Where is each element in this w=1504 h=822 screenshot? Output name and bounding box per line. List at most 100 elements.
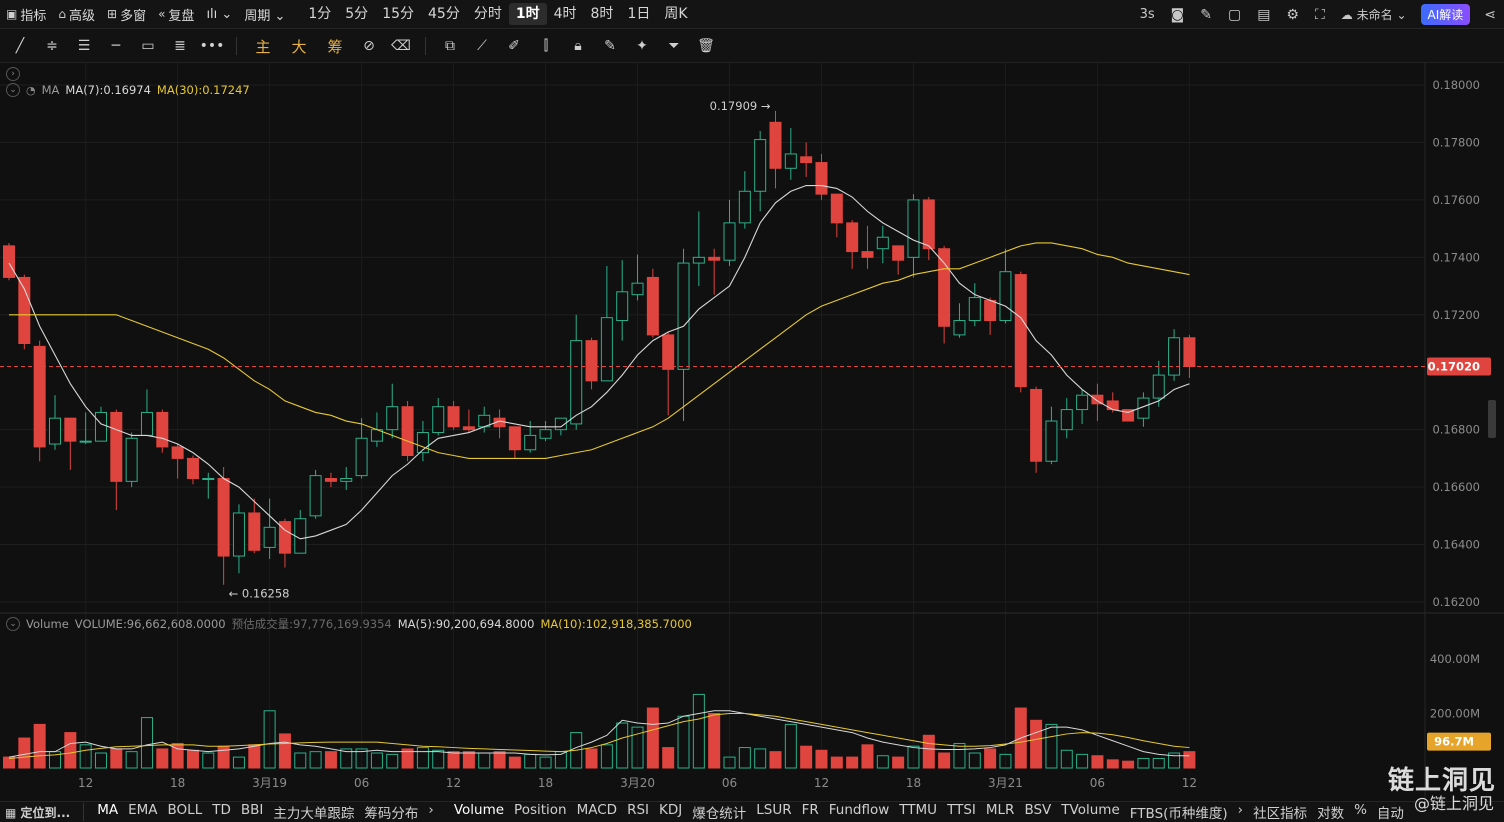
note-icon[interactable]: ✎ — [604, 38, 616, 54]
candle-body — [754, 139, 767, 192]
indicator-item[interactable]: 对数 — [1317, 806, 1345, 822]
indicator-item[interactable]: BOLL — [167, 802, 203, 818]
collapse-icon[interactable]: ⌄ — [6, 83, 20, 97]
indicator-item[interactable]: Fundflow — [828, 802, 890, 818]
indicator-item[interactable]: FR — [801, 802, 819, 818]
advanced-button[interactable]: ⌂ 高级 — [58, 7, 95, 24]
horizontal-line-icon[interactable]: ─ — [111, 38, 121, 54]
scroll-handle — [1488, 400, 1496, 438]
indicator-item[interactable]: TD — [212, 802, 231, 818]
lock-icon[interactable]: 🔒︎ — [574, 38, 582, 54]
volume-bar — [309, 751, 322, 769]
indicator-item[interactable]: MLR — [985, 802, 1015, 818]
big-order-tool[interactable]: 大 — [291, 37, 307, 56]
indicator-item[interactable]: 筹码分布 — [364, 806, 419, 822]
period-45m[interactable]: 45分 — [428, 6, 460, 22]
bell-icon[interactable]: ◔ — [26, 83, 36, 97]
indicator-item[interactable]: TVolume — [1061, 802, 1120, 818]
indicator-item[interactable]: BBI — [240, 802, 264, 818]
copy-icon[interactable]: ⧉ — [445, 38, 455, 54]
volume-bar — [692, 693, 705, 769]
trash-icon[interactable]: 🗑︎ — [697, 38, 715, 54]
volume-bar — [815, 749, 828, 769]
pencil-icon[interactable]: ✎ — [1200, 6, 1212, 23]
indicator-icon: ▣ — [6, 7, 18, 21]
replay-button[interactable]: « 复盘 — [158, 7, 195, 24]
layout-icon[interactable]: ▢ — [1227, 6, 1242, 23]
volume-bar — [539, 756, 552, 769]
indicator-item[interactable]: › — [1237, 802, 1244, 818]
multi-window-button[interactable]: ⊞ 多窗 — [107, 7, 147, 24]
channel-icon[interactable]: ☰ — [77, 38, 91, 54]
ai-interpret-button[interactable]: AI解读 — [1420, 4, 1471, 25]
parallel-lines-icon[interactable]: ≑ — [46, 38, 58, 54]
period-1w[interactable]: 周K — [664, 6, 688, 22]
indicator-item[interactable]: 社区指标 — [1253, 806, 1308, 822]
period-timeline[interactable]: 分时 — [473, 6, 502, 22]
main-force-tool[interactable]: 主 — [255, 37, 271, 56]
period-1d[interactable]: 1日 — [627, 6, 651, 22]
period-dropdown[interactable]: 周期 ⌄ — [244, 8, 286, 24]
eraser-tool-icon[interactable]: ⌫ — [391, 38, 411, 54]
more-tools-icon[interactable]: ••• — [199, 38, 225, 54]
indicator-item[interactable]: MA — [97, 802, 119, 818]
candle-body — [33, 345, 46, 448]
volume-bar — [432, 749, 445, 769]
chart-type-dropdown[interactable]: ılı ⌄ — [200, 0, 238, 29]
share-icon[interactable]: ⋖ — [1484, 6, 1496, 23]
indicator-item[interactable]: 爆仓统计 — [692, 806, 747, 822]
expand-icon[interactable]: › — [6, 67, 20, 81]
indicator-button[interactable]: ▣ 指标 — [6, 7, 47, 24]
candle-body — [386, 406, 399, 431]
settings-icon[interactable]: ⚙ — [1286, 6, 1299, 23]
trend-line-icon[interactable]: ╱ — [15, 38, 25, 54]
indicator-item[interactable]: FTBS(币种维度) — [1129, 806, 1228, 822]
period-5m[interactable]: 5分 — [345, 6, 369, 22]
brush-icon[interactable]: ✐ — [508, 38, 520, 54]
indicator-item[interactable]: MACD — [576, 802, 618, 818]
fib-icon[interactable]: ≣ — [174, 38, 186, 54]
chart-area[interactable]: 0.17909 → ← 0.16258 0.18000 0.17800 0.17600 0… — [0, 63, 1504, 800]
candlestick-chart[interactable]: 0.17909 → ← 0.16258 0.18000 0.17800 0.17600 0… — [0, 63, 1504, 800]
indicator-item[interactable]: LSUR — [756, 802, 792, 818]
volume-bar — [524, 753, 537, 769]
volume-bar — [401, 748, 414, 769]
camera-icon[interactable]: ◙ — [1170, 6, 1185, 23]
indicator-item[interactable]: RSI — [627, 802, 650, 818]
indicator-item[interactable]: KDJ — [659, 802, 683, 818]
volume-legend: ⌄ Volume VOLUME:96,662,608.0000 预估成交量:97… — [6, 616, 692, 632]
indicator-item[interactable]: EMA — [128, 802, 158, 818]
chip-tool[interactable]: 筹 — [327, 37, 343, 56]
time-axis-label: 06 — [354, 776, 369, 790]
indicator-item[interactable]: › — [428, 802, 434, 818]
fullscreen-icon[interactable]: ⛶ — [1314, 6, 1325, 23]
candle-tool-icon[interactable]: ⫿ — [543, 38, 549, 54]
collapse-icon[interactable]: ⌄ — [6, 617, 20, 631]
filter-icon[interactable]: ⏷ — [668, 38, 680, 54]
period-8h[interactable]: 8时 — [590, 6, 614, 22]
period-15m[interactable]: 15分 — [382, 6, 415, 22]
rectangle-icon[interactable]: ▭ — [141, 38, 155, 54]
indicator-item[interactable]: Position — [514, 802, 567, 818]
period-1h[interactable]: 1时 — [508, 3, 547, 25]
template-icon[interactable]: ▤ — [1257, 6, 1271, 23]
price-axis-label: 0.18000 — [1432, 78, 1480, 92]
indicator-item[interactable]: 自动 — [1376, 806, 1404, 822]
refresh-interval[interactable]: 3s — [1139, 7, 1155, 22]
locate-button[interactable]: ▦ 定位到... — [5, 805, 71, 820]
magic-icon[interactable]: ✦ — [636, 38, 648, 54]
ruler-icon[interactable]: ⟋ — [477, 38, 487, 54]
indicator-item[interactable]: % — [1354, 802, 1367, 818]
workspace-dropdown[interactable]: ☁ 未命名 ⌄ — [1340, 8, 1407, 22]
period-4h[interactable]: 4时 — [553, 6, 577, 22]
indicator-item[interactable]: TTSI — [947, 802, 976, 818]
time-axis-label: 12 — [1182, 776, 1197, 790]
price-axis-label: 0.16800 — [1432, 423, 1480, 437]
indicator-item[interactable]: BSV — [1024, 802, 1052, 818]
period-1m[interactable]: 1分 — [308, 6, 332, 22]
indicator-item[interactable]: TTMU — [899, 802, 938, 818]
volume-bar — [585, 748, 598, 769]
indicator-item[interactable]: Volume — [453, 802, 505, 818]
indicator-item[interactable]: 主力大单跟踪 — [273, 806, 355, 822]
magnet-icon[interactable]: ⊘ — [363, 38, 375, 54]
